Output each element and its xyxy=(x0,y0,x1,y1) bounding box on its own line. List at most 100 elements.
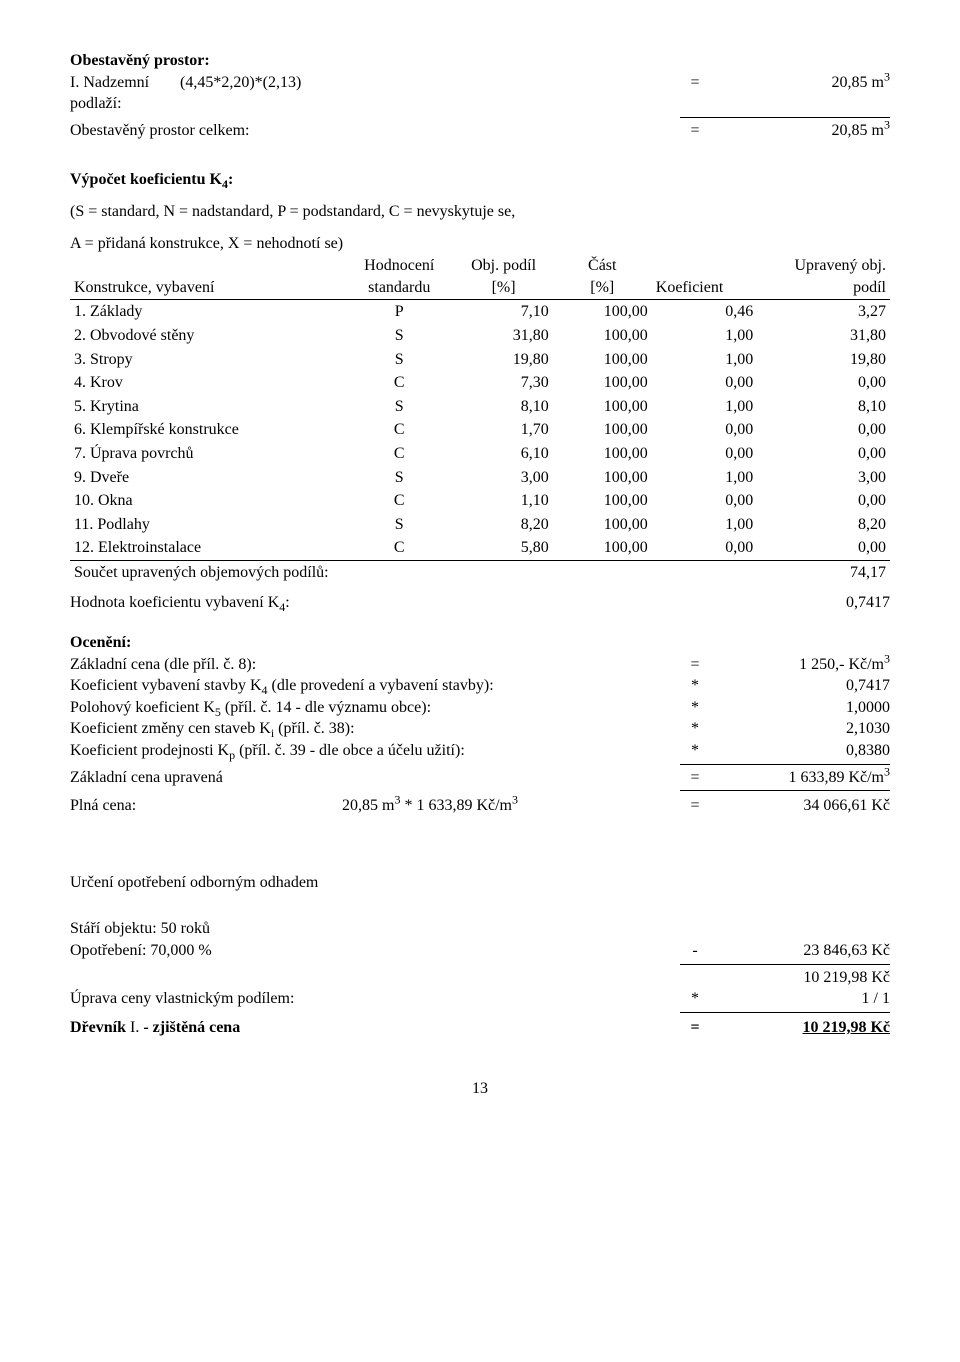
cell-op: 1,10 xyxy=(454,489,552,513)
th-koef: Koeficient xyxy=(652,254,757,300)
cell-h: S xyxy=(344,348,454,372)
zakladni-cena-row: Základní cena upravená = 1 633,89 Kč/m3 xyxy=(70,767,890,789)
cell-h: S xyxy=(344,466,454,490)
cell-op: 3,00 xyxy=(454,466,552,490)
table-row: 11. PodlahyS8,20100,001,008,20 xyxy=(70,513,890,537)
cell-name: 12. Elektroinstalace xyxy=(70,536,344,560)
cell-k: 0,00 xyxy=(652,371,757,395)
cell-u: 0,00 xyxy=(757,442,890,466)
oceneni-row: Koeficient vybavení stavby K4 (dle prove… xyxy=(70,675,890,697)
divider xyxy=(680,790,890,791)
th-konstrukce: Konstrukce, vybavení xyxy=(70,254,344,300)
k4-value-row: Hodnota koeficientu vybavení K4: 0,7417 xyxy=(70,592,890,614)
eq: = xyxy=(680,72,710,94)
cell-k: 0,46 xyxy=(652,300,757,324)
coef-table: Konstrukce, vybavení Hodnocenístandardu … xyxy=(70,254,890,584)
cell-op: 1,70 xyxy=(454,418,552,442)
label: Úprava ceny vlastnickým podílem: xyxy=(70,988,680,1010)
oceneni-row: Koeficient prodejnosti Kp (příl. č. 39 -… xyxy=(70,740,890,762)
cell-cp: 100,00 xyxy=(553,395,652,419)
value: 1,0000 xyxy=(710,697,890,719)
eq: * xyxy=(680,988,710,1010)
cell-k: 0,00 xyxy=(652,536,757,560)
cell-u: 0,00 xyxy=(757,536,890,560)
cell-cp: 100,00 xyxy=(553,536,652,560)
cell-cp: 100,00 xyxy=(553,371,652,395)
cell-k: 1,00 xyxy=(652,513,757,537)
value: 1 633,89 Kč/m3 xyxy=(710,767,890,789)
value: 0,7417 xyxy=(710,675,890,697)
value: 0,8380 xyxy=(710,740,890,762)
label: Polohový koeficient K5 (příl. č. 14 - dl… xyxy=(70,697,680,719)
cell-op: 19,80 xyxy=(454,348,552,372)
table-row: 9. DveřeS3,00100,001,003,00 xyxy=(70,466,890,490)
cell-h: C xyxy=(344,489,454,513)
section-title: Obestavěný prostor: xyxy=(70,50,890,72)
final-row: Dřevník I. - zjištěná cena = 10 219,98 K… xyxy=(70,1017,890,1039)
eq: = xyxy=(680,795,710,817)
label: Základní cena (dle příl. č. 8): xyxy=(70,654,680,676)
cell-op: 8,20 xyxy=(454,513,552,537)
cell-h: S xyxy=(344,395,454,419)
divider xyxy=(680,117,890,118)
cell-cp: 100,00 xyxy=(553,418,652,442)
cell-k: 1,00 xyxy=(652,324,757,348)
plna-cena-row: Plná cena: 20,85 m3 * 1 633,89 Kč/m3 = 3… xyxy=(70,795,890,817)
cell-u: 0,00 xyxy=(757,418,890,442)
cell-u: 0,00 xyxy=(757,371,890,395)
cell-op: 6,10 xyxy=(454,442,552,466)
eq: = xyxy=(680,654,710,676)
row-celkem: Obestavěný prostor celkem: = 20,85 m3 xyxy=(70,120,890,142)
cell-op: 7,10 xyxy=(454,300,552,324)
cell-op: 31,80 xyxy=(454,324,552,348)
table-row: 12. ElektroinstalaceC5,80100,000,000,00 xyxy=(70,536,890,560)
eq: = xyxy=(680,120,710,142)
th-upraveny: Upravený obj.podíl xyxy=(757,254,890,300)
k4-title: Výpočet koeficientu K4: xyxy=(70,169,890,191)
cell-h: C xyxy=(344,371,454,395)
divider xyxy=(680,764,890,765)
th-objpodil: Obj. podíl[%] xyxy=(454,254,552,300)
eq: * xyxy=(680,697,710,719)
cell-cp: 100,00 xyxy=(553,324,652,348)
cell-name: 10. Okna xyxy=(70,489,344,513)
value: 34 066,61 Kč xyxy=(710,795,890,817)
label: Hodnota koeficientu vybavení K4: xyxy=(70,592,760,614)
eq: * xyxy=(680,675,710,697)
row-nadzemni: I. Nadzemní (4,45*2,20)*(2,13) = 20,85 m… xyxy=(70,72,890,94)
label: Koeficient vybavení stavby K4 (dle prove… xyxy=(70,675,680,697)
table-row: 3. StropyS19,80100,001,0019,80 xyxy=(70,348,890,372)
cell-name: 1. Základy xyxy=(70,300,344,324)
cell-u: 8,10 xyxy=(757,395,890,419)
subtotal-row: 10 219,98 Kč xyxy=(70,967,890,989)
eq: * xyxy=(680,740,710,762)
divider xyxy=(680,1012,890,1013)
label: Koeficient prodejnosti Kp (příl. č. 39 -… xyxy=(70,740,680,762)
cell-name: 9. Dveře xyxy=(70,466,344,490)
eq: - xyxy=(680,940,710,962)
cell-h: S xyxy=(344,324,454,348)
legend2: A = přidaná konstrukce, X = nehodnotí se… xyxy=(70,233,890,255)
cell-k: 0,00 xyxy=(652,489,757,513)
cell-k: 1,00 xyxy=(652,395,757,419)
cell-k: 0,00 xyxy=(652,442,757,466)
calc: (4,45*2,20)*(2,13) xyxy=(180,72,380,94)
cell-cp: 100,00 xyxy=(553,300,652,324)
stari: Stáří objektu: 50 roků xyxy=(70,918,890,940)
cell-name: 5. Krytina xyxy=(70,395,344,419)
cell-name: 7. Úprava povrchů xyxy=(70,442,344,466)
value: 23 846,63 Kč xyxy=(710,940,890,962)
label: Koeficient změny cen staveb Ki (příl. č.… xyxy=(70,718,680,740)
sum-label: Součet upravených objemových podílů: xyxy=(70,560,757,584)
table-row: 2. Obvodové stěnyS31,80100,001,0031,80 xyxy=(70,324,890,348)
eq: = xyxy=(680,1017,710,1039)
table-row: 4. KrovC7,30100,000,000,00 xyxy=(70,371,890,395)
eq: * xyxy=(680,718,710,740)
cell-op: 8,10 xyxy=(454,395,552,419)
cell-name: 6. Klempířské konstrukce xyxy=(70,418,344,442)
sum-val: 74,17 xyxy=(757,560,890,584)
value: 10 219,98 Kč xyxy=(710,1017,890,1039)
cell-h: P xyxy=(344,300,454,324)
cell-u: 8,20 xyxy=(757,513,890,537)
cell-name: 3. Stropy xyxy=(70,348,344,372)
